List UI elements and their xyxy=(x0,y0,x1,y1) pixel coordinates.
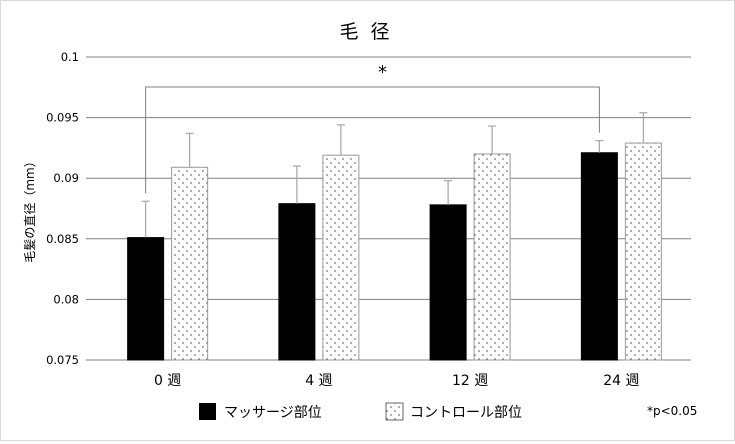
y-axis-label: 毛髪の直径（mm） xyxy=(23,155,37,262)
y-tick-label: 0.075 xyxy=(46,353,79,367)
y-tick-label: 0.1 xyxy=(61,50,79,64)
significance-bracket xyxy=(145,86,600,194)
bar xyxy=(473,153,511,361)
bar xyxy=(127,237,165,361)
chart-title: 毛 径 xyxy=(339,21,392,43)
y-tick-label: 0.09 xyxy=(53,171,79,185)
y-tick-label: 0.095 xyxy=(46,111,79,125)
legend-swatch-control xyxy=(385,402,404,421)
x-tick-label: 4 週 xyxy=(305,373,332,389)
x-tick-label: 0 週 xyxy=(154,373,181,389)
bar xyxy=(171,166,209,361)
significance-marker: * xyxy=(378,62,387,83)
bar xyxy=(580,152,618,361)
legend-label-control: コントロール部位 xyxy=(410,405,522,421)
footnote: *p<0.05 xyxy=(647,404,697,418)
bar xyxy=(278,203,316,361)
y-tick-label: 0.085 xyxy=(46,232,79,246)
bar xyxy=(429,204,467,361)
y-tick-label: 0.08 xyxy=(53,292,79,306)
x-tick-label: 24 週 xyxy=(603,373,639,389)
legend-swatch-massage xyxy=(199,403,216,420)
bar xyxy=(624,142,662,361)
bar xyxy=(322,154,360,361)
x-tick-label: 12 週 xyxy=(452,373,488,389)
legend-label-massage: マッサージ部位 xyxy=(224,405,322,421)
